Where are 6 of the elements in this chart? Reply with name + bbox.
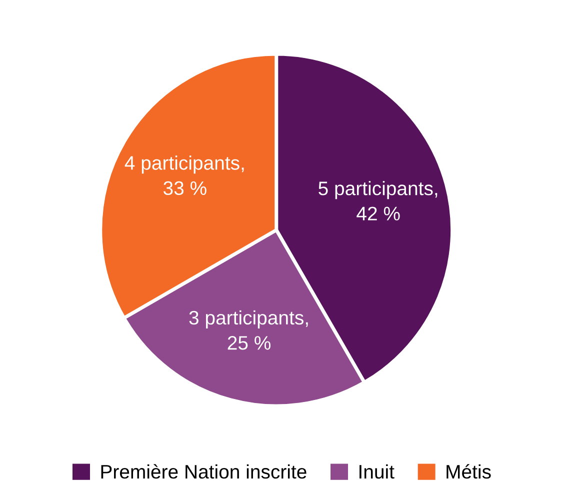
legend-label: Première Nation inscrite [101, 464, 306, 479]
data-label: 3 participants, 25 % [189, 310, 308, 350]
legend-label: Inuit [360, 464, 394, 479]
data-label: 5 participants, 42 % [318, 181, 438, 220]
legend-label: Métis [446, 464, 491, 479]
data-label: 4 participants, 33 % [124, 156, 244, 196]
